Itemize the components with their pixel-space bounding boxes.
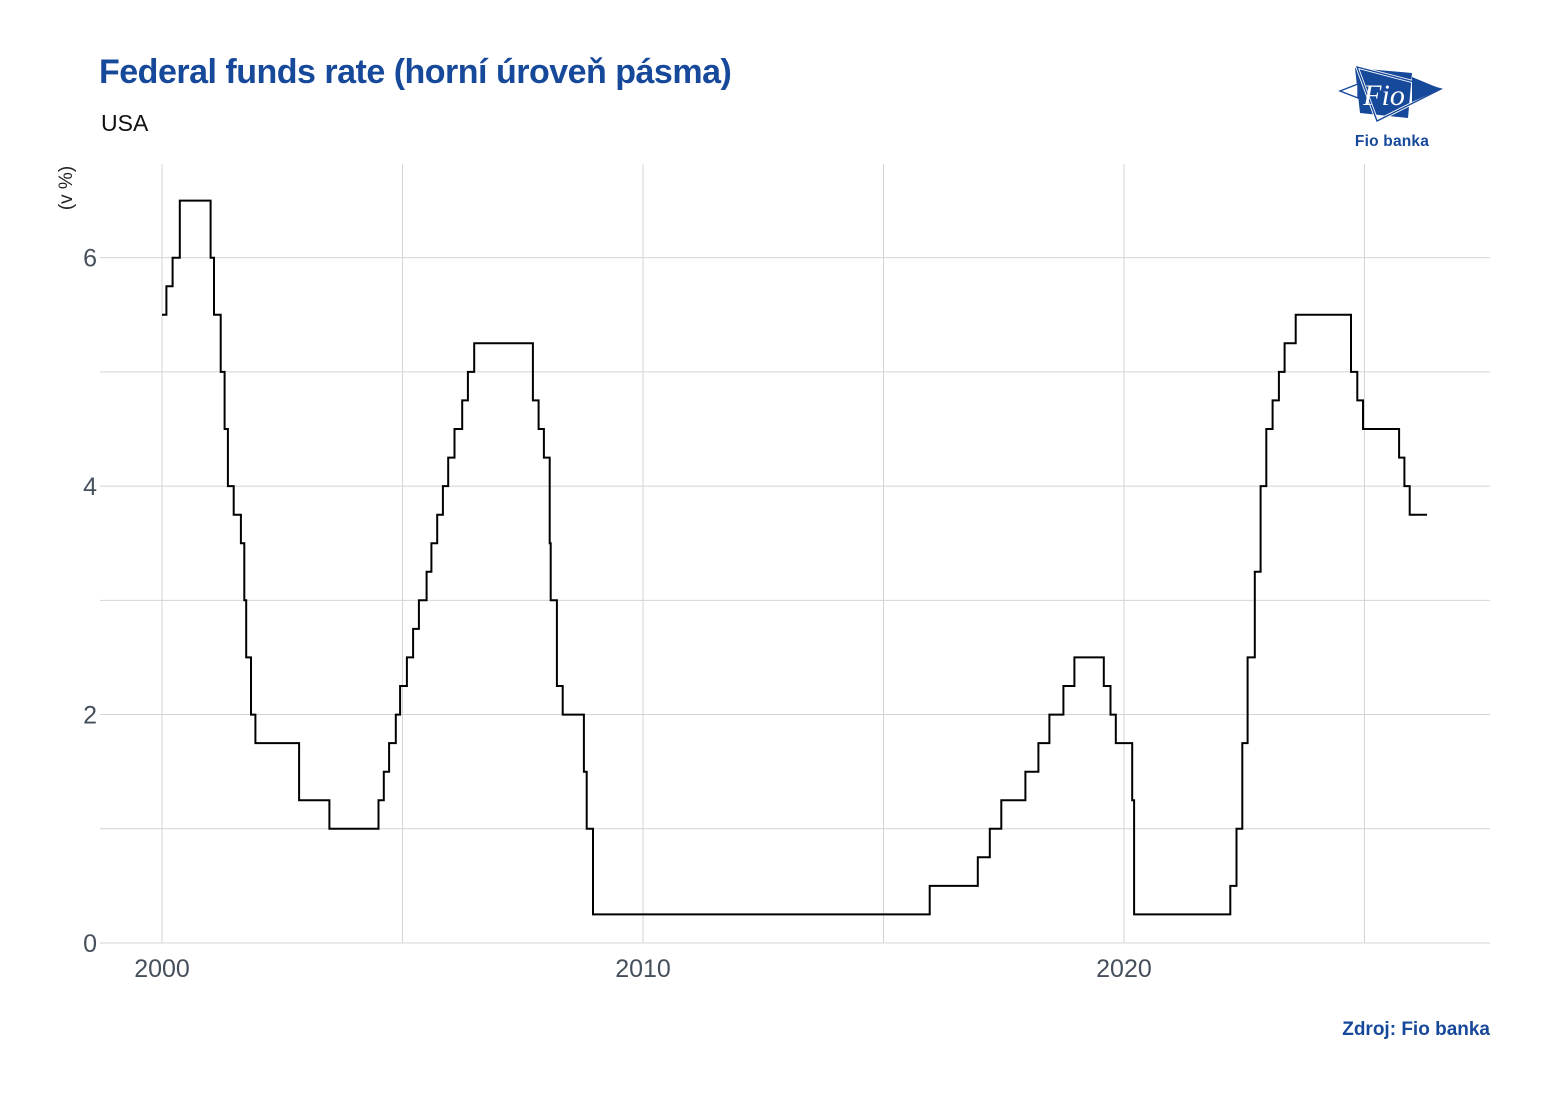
- y-tick-label: 6: [83, 245, 97, 273]
- vertical-gridlines: [161, 164, 1365, 943]
- x-axis-tick-labels: 2000 2010 2020: [134, 955, 1152, 983]
- logo-right-arrow: [1412, 77, 1441, 102]
- page-title: Federal funds rate (horní úroveň pásma): [99, 53, 732, 91]
- y-tick-label: 4: [83, 473, 97, 501]
- fio-logo-text: Fio: [1362, 79, 1405, 112]
- fio-logo-icon: Fio: [1338, 64, 1446, 124]
- fio-logo: Fio Fio banka: [1337, 57, 1447, 151]
- logo-left-arrow: [1338, 82, 1359, 100]
- fio-logo-caption: Fio banka: [1354, 133, 1430, 150]
- fed-funds-rate-line: [162, 199, 1427, 916]
- source-note: Zdroj: Fio banka: [1342, 1019, 1490, 1040]
- x-tick-label: 2020: [1096, 955, 1152, 983]
- y-tick-label: 2: [83, 702, 97, 730]
- y-axis-unit-label: (v %): [56, 166, 77, 210]
- y-axis-tick-labels: 0 2 4 6: [83, 245, 97, 958]
- logo-outline-triangle: [1355, 65, 1443, 122]
- x-tick-label: 2010: [615, 955, 671, 983]
- y-tick-label: 0: [83, 930, 97, 958]
- horizontal-gridlines: [100, 257, 1490, 944]
- logo-banner-shape: [1355, 68, 1412, 118]
- page-subtitle: USA: [101, 110, 149, 136]
- x-tick-label: 2000: [134, 955, 190, 983]
